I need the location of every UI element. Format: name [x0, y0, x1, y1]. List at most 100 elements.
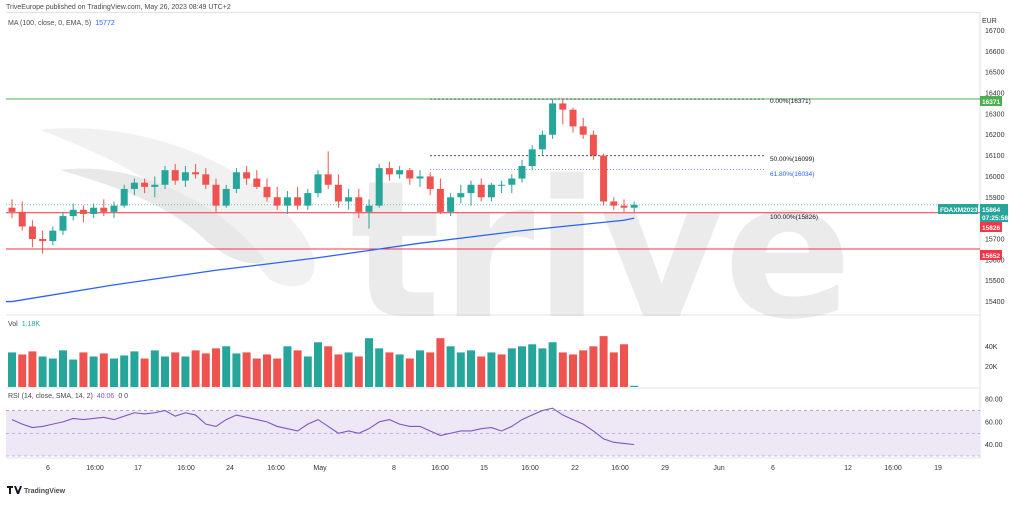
- volume-bar-52: [538, 348, 547, 387]
- candle-14: [151, 176, 159, 198]
- volume-legend: Vol 1.18K: [8, 321, 40, 328]
- candle-47: [487, 182, 495, 202]
- candle-57: [589, 130, 597, 160]
- time-tick-10: 16:00: [521, 465, 539, 472]
- price-tick-12: 15500: [985, 278, 1005, 285]
- candle-28: [294, 186, 302, 210]
- candle-13: [141, 178, 149, 194]
- price-tick-3: 16400: [985, 91, 1005, 98]
- volume-bar-14: [150, 350, 159, 387]
- tag-fib100: 15826: [980, 222, 1002, 232]
- rsi-tick-1: 60.00: [985, 419, 1003, 426]
- candle-59: [610, 197, 618, 210]
- volume-bar-42: [436, 338, 445, 387]
- volume-bar-10: [110, 358, 118, 387]
- candle-58: [600, 153, 608, 206]
- volume-bar-43: [446, 346, 455, 387]
- volume-tick-1: 20K: [985, 364, 998, 371]
- candle-35: [365, 199, 373, 229]
- rsi-band: [6, 410, 980, 457]
- candle-30: [314, 170, 322, 198]
- candle-16: [171, 163, 179, 185]
- time-tick-3: 16:00: [177, 465, 195, 472]
- volume-bar-9: [99, 353, 108, 387]
- time-tick-12: 16:00: [611, 465, 629, 472]
- volume-bar-12: [130, 351, 139, 387]
- volume-axis-ticks: 40K 20K: [985, 344, 998, 371]
- candle-26: [273, 186, 281, 210]
- time-tick-11: 22: [571, 465, 579, 472]
- volume-bar-30: [314, 342, 322, 387]
- candle-36: [375, 163, 383, 208]
- currency-label: EUR: [982, 18, 997, 25]
- candle-23: [243, 166, 251, 185]
- time-tick-16: 12: [844, 465, 852, 472]
- volume-bar-32: [334, 354, 343, 387]
- tag-support: 15652: [980, 250, 1002, 260]
- candle-53: [549, 99, 557, 139]
- candle-18: [192, 163, 200, 179]
- candle-5: [59, 211, 67, 235]
- volume-tick-0: 40K: [985, 344, 998, 351]
- candle-39: [406, 168, 414, 185]
- tag-countdown-text: 07:25:58: [982, 215, 1008, 222]
- time-tick-4: 24: [226, 465, 234, 472]
- volume-bar-0: [8, 352, 16, 387]
- time-tick-15: 6: [771, 465, 775, 472]
- candle-25: [263, 178, 271, 202]
- price-tick-0: 16700: [985, 28, 1005, 35]
- candle-60: [620, 199, 628, 212]
- candle-9: [100, 199, 108, 217]
- volume-bar-5: [59, 350, 67, 387]
- candle-22: [232, 168, 240, 194]
- rsi-tick-0: 80.00: [985, 397, 1003, 404]
- volume-bar-31: [324, 346, 333, 387]
- tag-fib100-bg: [980, 222, 1002, 232]
- tag-symbol-text: FDAXM2023: [940, 207, 978, 214]
- volume-bar-26: [273, 358, 282, 387]
- tag-symbol-bg: [938, 204, 978, 214]
- price-tick-10: 15700: [985, 237, 1005, 244]
- volume-bar-19: [201, 353, 210, 387]
- candle-50: [518, 159, 526, 183]
- candle-45: [467, 180, 475, 206]
- price-tick-11: 15600: [985, 257, 1005, 264]
- volume-bar-8: [89, 356, 98, 387]
- volume-bar-39: [405, 358, 414, 387]
- volume-bar-7: [79, 352, 88, 387]
- tradingview-logo[interactable]: TradingView: [7, 486, 66, 495]
- candle-46: [477, 178, 485, 202]
- tag-symbol: FDAXM2023: [938, 204, 978, 214]
- candle-29: [304, 188, 312, 210]
- time-tick-1: 16:00: [86, 465, 104, 472]
- time-tick-18: 19: [934, 465, 942, 472]
- volume-bar-23: [242, 352, 251, 387]
- time-tick-0: 6: [46, 465, 50, 472]
- candle-61: [630, 201, 638, 212]
- volume-bar-36: [375, 348, 384, 387]
- volume-bar-16: [171, 352, 180, 387]
- volume-bar-49: [507, 348, 516, 387]
- price-axis-ticks: 16700 16600 16500 16400 16300 16200 16100 16000…: [985, 28, 1005, 306]
- volume-bar-21: [222, 346, 231, 387]
- volume-bar-24: [252, 358, 261, 387]
- volume-bar-33: [344, 352, 353, 387]
- publisher-line: TriveEurope published on TradingView.com…: [6, 4, 231, 11]
- tag-high-text: 16371: [982, 99, 1000, 106]
- candle-54: [559, 99, 567, 125]
- trive-watermark: trive: [40, 128, 852, 361]
- tag-support-text: 15652: [982, 253, 1000, 260]
- tag-last-text: 15864: [982, 207, 1000, 214]
- price-tick-2: 16500: [985, 70, 1005, 77]
- tag-last: 15864 07:25:58: [980, 204, 1008, 222]
- price-tick-13: 15400: [985, 299, 1005, 306]
- volume-bar-15: [161, 356, 169, 387]
- volume-bar-20: [212, 348, 220, 387]
- time-tick-9: 15: [480, 465, 488, 472]
- volume-bar-37: [385, 352, 394, 387]
- volume-bar-17: [181, 356, 190, 387]
- candle-7: [79, 205, 87, 223]
- tag-high: 16371: [980, 96, 1002, 106]
- candle-41: [426, 172, 434, 196]
